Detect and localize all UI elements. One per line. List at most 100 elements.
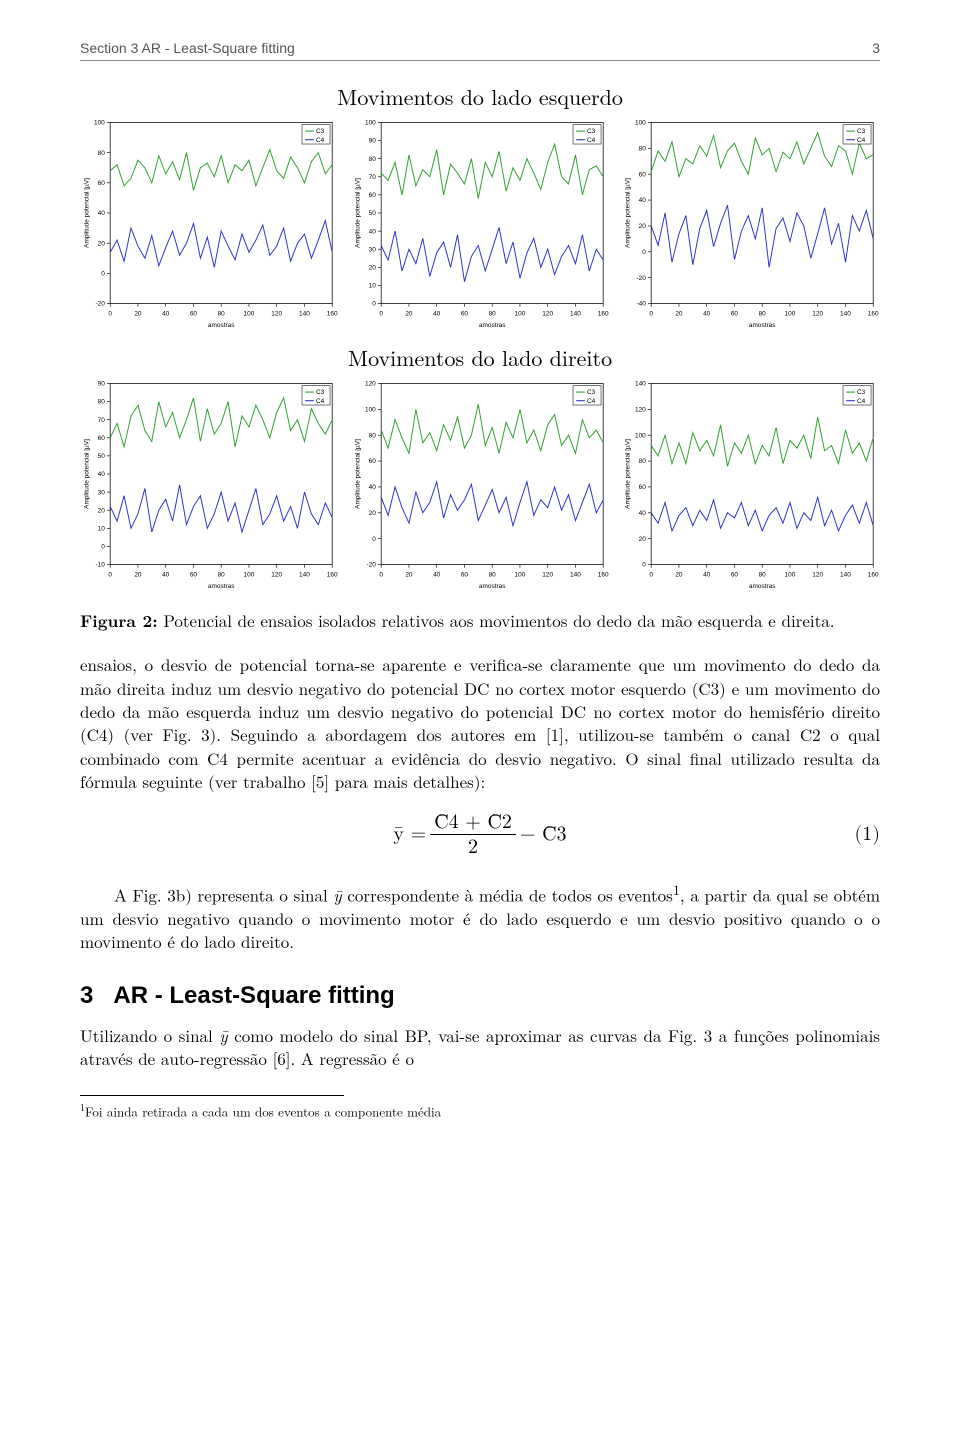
svg-text:120: 120 xyxy=(271,310,282,317)
svg-text:amostras: amostras xyxy=(208,583,235,590)
chart-6: 020406080100120140160020406080100120140a… xyxy=(621,377,880,593)
svg-text:60: 60 xyxy=(461,310,469,317)
footnote: 1Foi ainda retirada a cada um dos evento… xyxy=(80,1100,880,1120)
svg-text:50: 50 xyxy=(368,210,376,217)
svg-text:0: 0 xyxy=(372,535,376,542)
svg-text:100: 100 xyxy=(244,571,255,578)
p2-post: correspondente à média de todos os event… xyxy=(342,882,673,906)
chart-row-2: 020406080100120140160-100102030405060708… xyxy=(80,377,880,593)
svg-text:C4: C4 xyxy=(857,397,866,404)
svg-text:50: 50 xyxy=(98,453,106,460)
svg-text:C4: C4 xyxy=(316,397,325,404)
svg-text:40: 40 xyxy=(368,228,376,235)
svg-text:C3: C3 xyxy=(587,389,596,396)
section-title: AR - Least-Square fitting xyxy=(113,982,394,1009)
footnote-rule xyxy=(80,1095,344,1096)
svg-text:20: 20 xyxy=(639,535,647,542)
header-left: Section 3 AR - Least-Square fitting xyxy=(80,40,295,56)
equation-1: ȳ = C̄4 + C̄2 2 − C̄3 (1) xyxy=(80,810,880,859)
p3-y: ȳ xyxy=(219,1023,227,1047)
svg-text:Amplitude potencial [µV]: Amplitude potencial [µV] xyxy=(625,178,632,248)
svg-text:100: 100 xyxy=(94,120,105,127)
svg-text:40: 40 xyxy=(433,310,441,317)
paragraph-2: A Fig. 3b) representa o sinal ȳ correspo… xyxy=(80,881,880,954)
chart-3: 020406080100120140160-40-20020406080100a… xyxy=(621,116,880,332)
svg-text:80: 80 xyxy=(368,432,376,439)
chart-5: 020406080100120140160-20020406080100120a… xyxy=(351,377,610,593)
svg-text:90: 90 xyxy=(98,380,106,387)
svg-text:30: 30 xyxy=(368,246,376,253)
svg-text:Amplitude potencial [µV]: Amplitude potencial [µV] xyxy=(354,438,361,508)
svg-text:70: 70 xyxy=(98,416,106,423)
paragraph-3: Utilizando o sinal ȳ como modelo do sina… xyxy=(80,1024,880,1071)
footnote-text: Foi ainda retirada a cada um dos eventos… xyxy=(85,1101,441,1120)
svg-text:160: 160 xyxy=(597,571,608,578)
chart-4: 020406080100120140160-100102030405060708… xyxy=(80,377,339,593)
svg-text:160: 160 xyxy=(868,310,879,317)
chart-row-1: 020406080100120140160-20020406080100amos… xyxy=(80,116,880,332)
svg-text:120: 120 xyxy=(813,310,824,317)
eq-denominator: 2 xyxy=(430,835,516,859)
svg-text:120: 120 xyxy=(635,406,646,413)
svg-text:C4: C4 xyxy=(587,397,596,404)
svg-text:100: 100 xyxy=(785,571,796,578)
svg-text:60: 60 xyxy=(190,310,198,317)
svg-text:70: 70 xyxy=(368,174,376,181)
svg-text:60: 60 xyxy=(731,571,739,578)
svg-text:20: 20 xyxy=(676,310,684,317)
section-number: 3 xyxy=(80,982,93,1009)
chart-2: 0204060801001201401600102030405060708090… xyxy=(351,116,610,332)
svg-text:0: 0 xyxy=(372,301,376,308)
svg-text:0: 0 xyxy=(379,310,383,317)
svg-text:80: 80 xyxy=(759,310,767,317)
svg-text:40: 40 xyxy=(639,197,647,204)
svg-text:0: 0 xyxy=(643,561,647,568)
svg-text:160: 160 xyxy=(327,571,338,578)
svg-text:80: 80 xyxy=(368,156,376,163)
svg-text:60: 60 xyxy=(639,484,647,491)
svg-text:60: 60 xyxy=(368,192,376,199)
svg-text:amostras: amostras xyxy=(479,322,506,329)
svg-text:140: 140 xyxy=(635,380,646,387)
svg-text:30: 30 xyxy=(98,489,106,496)
eq-lhs: ȳ = xyxy=(393,822,426,846)
footnote-ref: 1 xyxy=(673,880,680,900)
svg-text:140: 140 xyxy=(840,310,851,317)
svg-text:-20: -20 xyxy=(366,561,376,568)
svg-text:-40: -40 xyxy=(637,301,647,308)
svg-text:C3: C3 xyxy=(857,389,866,396)
svg-text:100: 100 xyxy=(514,571,525,578)
svg-text:40: 40 xyxy=(703,571,711,578)
svg-text:80: 80 xyxy=(639,458,647,465)
svg-text:20: 20 xyxy=(368,509,376,516)
svg-text:160: 160 xyxy=(868,571,879,578)
p3-pre: Utilizando o sinal xyxy=(80,1023,219,1047)
svg-text:40: 40 xyxy=(98,210,106,217)
svg-text:60: 60 xyxy=(98,180,106,187)
svg-text:100: 100 xyxy=(514,310,525,317)
svg-text:C3: C3 xyxy=(316,389,325,396)
svg-text:40: 40 xyxy=(433,571,441,578)
svg-text:60: 60 xyxy=(461,571,469,578)
svg-text:40: 40 xyxy=(162,310,170,317)
svg-text:160: 160 xyxy=(327,310,338,317)
svg-text:20: 20 xyxy=(98,240,106,247)
svg-text:20: 20 xyxy=(98,507,106,514)
chart-1: 020406080100120140160-20020406080100amos… xyxy=(80,116,339,332)
svg-text:0: 0 xyxy=(643,249,647,256)
svg-text:10: 10 xyxy=(368,283,376,290)
svg-text:Amplitude potencial [µV]: Amplitude potencial [µV] xyxy=(84,178,91,248)
svg-text:C3: C3 xyxy=(857,128,866,135)
svg-text:10: 10 xyxy=(98,525,106,532)
svg-text:0: 0 xyxy=(650,310,654,317)
svg-text:C4: C4 xyxy=(857,137,866,144)
svg-text:amostras: amostras xyxy=(479,583,506,590)
svg-text:120: 120 xyxy=(813,571,824,578)
svg-text:140: 140 xyxy=(299,571,310,578)
svg-text:20: 20 xyxy=(639,223,647,230)
svg-text:amostras: amostras xyxy=(749,322,776,329)
svg-text:-20: -20 xyxy=(95,301,105,308)
fig-row1-title: Movimentos do lado esquerdo xyxy=(80,81,880,112)
svg-text:amostras: amostras xyxy=(749,583,776,590)
svg-text:160: 160 xyxy=(597,310,608,317)
